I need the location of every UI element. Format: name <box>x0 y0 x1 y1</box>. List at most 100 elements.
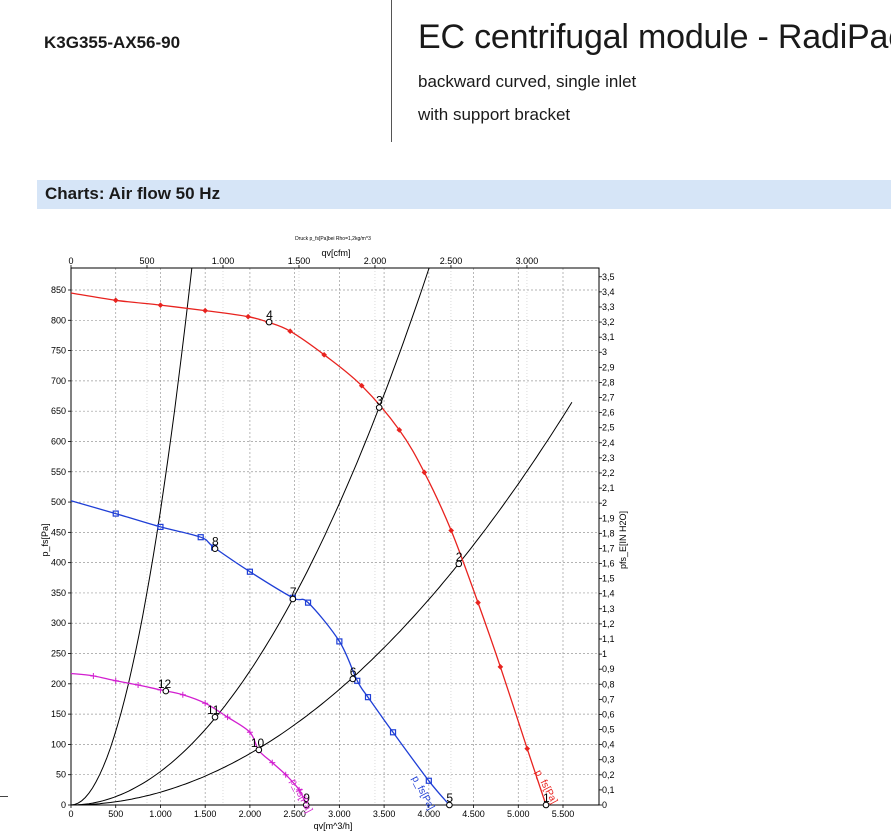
y-tick-label: 450 <box>51 527 66 537</box>
y-tick-label: 150 <box>51 709 66 719</box>
curve-point <box>269 759 276 766</box>
curve-point <box>112 297 119 304</box>
curve-point <box>287 328 293 335</box>
curve-point <box>179 691 186 698</box>
y-axis-title: p_fs[Pa] <box>40 523 50 556</box>
x2-tick-label: 1.500 <box>288 256 311 266</box>
y2-tick-label: 0,7 <box>602 694 615 704</box>
y2-tick-label: 2,5 <box>602 423 615 433</box>
operating-point-label: 8 <box>212 535 219 549</box>
y-tick-label: 300 <box>51 618 66 628</box>
operating-point-label: 10 <box>251 736 265 750</box>
curve-point <box>246 568 254 575</box>
y2-tick-label: 3,5 <box>602 272 615 282</box>
y2-tick-label: 1,6 <box>602 559 615 569</box>
y2-tick-label: 0,5 <box>602 725 615 735</box>
chart-note: Druck p_fs[Pa]bei Rho=1,2kg/m^3 <box>295 236 371 242</box>
y-tick-label: 550 <box>51 467 66 477</box>
y-tick-label: 100 <box>51 739 66 749</box>
x2-tick-label: 0 <box>68 256 73 266</box>
y2-tick-label: 0,4 <box>602 740 615 750</box>
y2-tick-label: 1,9 <box>602 513 615 523</box>
operating-points: 4 3 2 1 8 7 6 5 12 11 10 9 <box>158 308 550 809</box>
system-curve-3 <box>71 268 430 805</box>
y2-tick-label: 2,4 <box>602 438 615 448</box>
curve-point <box>321 352 327 358</box>
operating-point-label: 5 <box>446 791 453 805</box>
y2-tick-label: 0,3 <box>602 755 615 765</box>
y2-tick-label: 1,3 <box>602 604 615 614</box>
operating-point <box>255 746 263 754</box>
x2-tick-label: 3.000 <box>516 256 539 266</box>
curve-point <box>157 302 164 308</box>
y2-tick-label: 1 <box>602 649 607 659</box>
y2-tick-label: 2,2 <box>602 468 615 478</box>
x-tick-label: 3.500 <box>373 809 396 819</box>
model-number: K3G355-AX56-90 <box>44 33 181 52</box>
y2-tick-label: 3,3 <box>602 302 615 312</box>
operating-point <box>162 687 170 695</box>
curve-point <box>524 745 531 752</box>
curve-point <box>448 527 455 534</box>
curve-point <box>202 700 209 707</box>
curve-point <box>112 677 119 684</box>
operating-point <box>265 318 273 326</box>
curve-point <box>90 672 97 679</box>
curve-point <box>475 599 481 606</box>
curve-point <box>358 382 365 389</box>
operating-point-label: 2 <box>456 550 463 564</box>
operating-point <box>211 713 219 721</box>
operating-point-label: 7 <box>290 585 297 599</box>
operating-point <box>211 545 219 553</box>
y2-tick-label: 0,9 <box>602 664 615 674</box>
y-tick-label: 500 <box>51 497 66 507</box>
curve-point <box>224 714 231 721</box>
operating-point-label: 6 <box>350 665 357 679</box>
curve-point <box>396 427 403 433</box>
y2-tick-label: 2,8 <box>602 377 615 387</box>
page-title: EC centrifugal module - RadiPac <box>418 18 891 56</box>
operating-point <box>349 675 357 683</box>
system-curve-2 <box>71 401 573 805</box>
y2-tick-label: 3,4 <box>602 287 615 297</box>
curve-point <box>157 523 164 531</box>
operating-point-label: 1 <box>543 791 550 805</box>
operating-point-label: 9 <box>303 791 310 805</box>
x2-axis-title: qv[cfm] <box>321 248 350 258</box>
fan-curve-3 <box>70 672 307 806</box>
operating-point <box>289 595 297 603</box>
x-tick-label: 1.500 <box>194 809 217 819</box>
curve-point <box>304 599 312 606</box>
y2-tick-label: 2,3 <box>602 453 615 463</box>
chart-axes: 0 500 1.000 1.500 2.000 2.500 3.000 3.500 4.000 4… <box>40 236 628 831</box>
operating-point-label: 12 <box>158 677 172 691</box>
curve-point <box>421 469 428 476</box>
x-tick-label: 500 <box>108 809 123 819</box>
x-tick-label: 2.000 <box>239 809 262 819</box>
x-tick-label: 4.500 <box>462 809 485 819</box>
operating-point <box>455 560 463 568</box>
x-tick-label: 5.000 <box>507 809 530 819</box>
y2-tick-label: 3,2 <box>602 317 615 327</box>
operating-point-label: 3 <box>376 394 383 408</box>
section-title: Charts: Air flow 50 Hz <box>45 184 221 203</box>
y2-tick-label: 0,8 <box>602 679 615 689</box>
margin-mark <box>0 796 8 797</box>
curve-point <box>497 664 504 670</box>
fan-curves <box>70 292 547 806</box>
y2-tick-label: 1,4 <box>602 589 615 599</box>
y-tick-label: 750 <box>51 346 66 356</box>
curve-point <box>425 777 432 784</box>
x2-tick-label: 2.500 <box>440 256 463 266</box>
y2-axis-title: pfs_E[IN H2O] <box>618 511 628 569</box>
system-curve-4 <box>71 268 193 805</box>
curve-point <box>389 729 397 736</box>
y-tick-label: 350 <box>51 588 66 598</box>
curve-point <box>202 307 209 314</box>
y-tick-label: 250 <box>51 649 66 659</box>
header-divider <box>391 0 392 142</box>
y2-tick-label: 0,2 <box>602 770 615 780</box>
plot-frame <box>70 267 600 806</box>
curve-label: p_fs[Pa] <box>409 774 436 812</box>
